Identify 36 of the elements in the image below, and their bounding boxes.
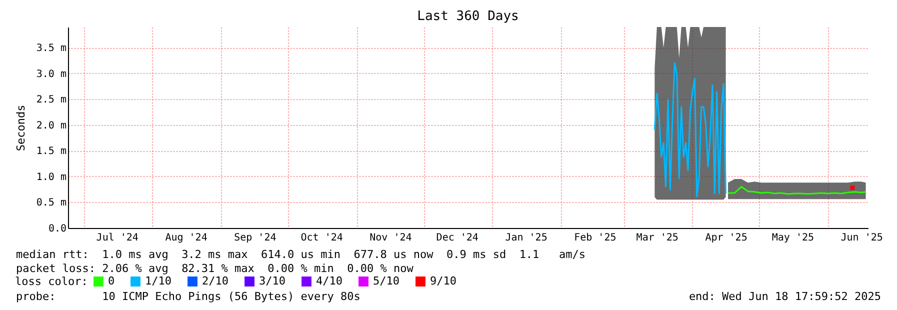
legend-label: 4/10 xyxy=(316,274,342,288)
legend-label: 3/10 xyxy=(259,274,286,288)
y-tick-label: 0.5 m xyxy=(36,198,66,209)
legend-label: 2/10 xyxy=(202,274,228,288)
x-tick-label: Jan '25 xyxy=(505,232,548,244)
legend-label: 9/10 xyxy=(430,274,456,288)
x-tick-label: Mar '25 xyxy=(636,232,678,244)
legend-title: loss color: xyxy=(15,275,88,288)
x-tick-label: Sep '24 xyxy=(234,232,276,244)
legend-label: 0 xyxy=(108,274,115,288)
line-series xyxy=(654,62,727,198)
y-tick-label: 3.5 m xyxy=(36,43,66,54)
x-tick-label: Oct '24 xyxy=(300,232,343,244)
y-tick-label: 2.5 m xyxy=(36,94,66,106)
y-axis-title: Seconds xyxy=(14,104,28,152)
text: packet loss: 2.06 % avg 82.31 % max 0.00 % min 0.00 % now xyxy=(16,262,414,275)
y-tick-label: 3.0 m xyxy=(36,68,66,80)
x-tick-label: Jul '24 xyxy=(96,232,138,244)
legend-label: 1/10 xyxy=(145,274,172,288)
text: median rtt: 1.0 ms avg 3.2 ms max 614.0 us min 677.8 us now 0.9 ms sd 1.1 am/s xyxy=(16,248,586,261)
text: end: Wed Jun 18 17:59:52 2025 xyxy=(688,290,881,303)
y-tick-label: 1.0 m xyxy=(36,172,66,183)
x-tick-label: Feb '25 xyxy=(574,232,616,244)
y-tick-label: 0.0 xyxy=(48,224,66,234)
x-tick-label: May '25 xyxy=(772,232,814,244)
x-tick-label: Aug '24 xyxy=(165,232,208,244)
text: probe: 10 ICMP Echo Pings (56 Bytes) every 80s xyxy=(16,290,360,303)
x-tick-label: Apr '25 xyxy=(705,232,748,244)
chart-title: Last 360 Days xyxy=(417,9,519,24)
x-tick-label: Jun '25 xyxy=(840,232,883,244)
line-series xyxy=(727,186,867,195)
x-tick-label: Nov '24 xyxy=(370,232,412,244)
y-tick-label: 1.5 m xyxy=(36,146,66,158)
legend-label: 5/10 xyxy=(373,274,400,288)
x-tick-label: Dec '24 xyxy=(436,232,478,244)
y-tick-label: 2.0 m xyxy=(36,120,66,132)
